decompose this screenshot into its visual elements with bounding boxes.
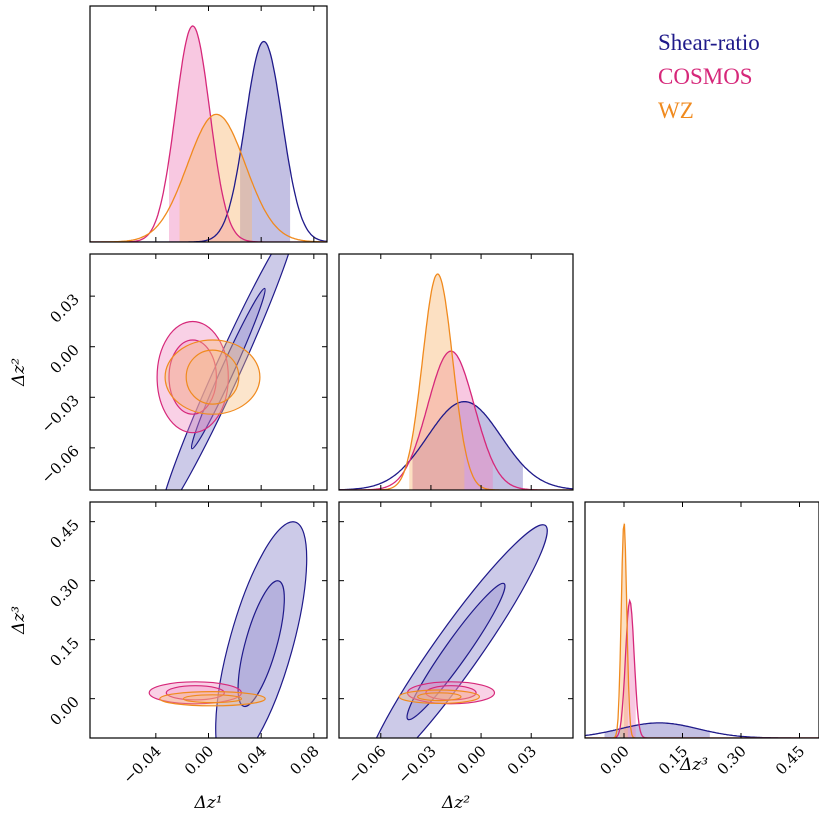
marginal-interval-cosmos — [169, 26, 241, 242]
contour-95-wz — [398, 689, 480, 704]
contour-group-wz — [159, 691, 266, 707]
contour-group-shear-ratio — [364, 524, 548, 738]
x-tick-label-z3: 0.30 — [713, 742, 749, 778]
x-tick-label-z1: 0.08 — [286, 742, 322, 778]
legend-entry-wz: WZ — [658, 98, 694, 123]
contour-95-wz — [159, 691, 266, 707]
contour-68-cosmos — [168, 339, 218, 415]
y-axis-label-z3: Δz³ — [9, 606, 29, 635]
x-tick-label-z3: 0.00 — [596, 742, 632, 778]
x-tick-label-z1: 0.00 — [181, 742, 217, 778]
marginal-interval-wz — [409, 274, 465, 490]
panel-frame — [338, 253, 574, 491]
y-axis-label-z2: Δz² — [9, 358, 29, 387]
y-tick-label-z3: 0.15 — [46, 634, 82, 670]
x-tick-label-z2: −0.03 — [395, 742, 440, 787]
y-tick-label-z3: 0.45 — [46, 516, 82, 552]
x-tick-label-z3: 0.45 — [772, 742, 808, 778]
x-tick-label-z2: 0.03 — [504, 742, 540, 778]
panel-frame — [338, 501, 574, 739]
contour-68-shear-ratio — [237, 580, 285, 708]
marginal-curve-shear-ratio — [339, 400, 573, 490]
y-tick-label-z2: 0.03 — [46, 290, 82, 326]
contour-group-wz — [164, 339, 261, 415]
marginal-interval-wz — [179, 114, 252, 242]
y-tick-label-z2: −0.03 — [38, 391, 83, 436]
marginal-panel-z2 — [339, 273, 573, 490]
legend-entry-cosmos: COSMOS — [658, 64, 753, 89]
contour-group-cosmos — [406, 681, 496, 705]
x-axis-label-z2: Δz² — [441, 793, 470, 813]
y-tick-label-z2: −0.06 — [38, 442, 83, 487]
contour-95-wz — [164, 339, 261, 415]
contour-68-wz — [416, 692, 462, 702]
marginal-panel-z3 — [585, 522, 819, 738]
marginal-curve-wz — [585, 523, 819, 738]
contour-group-cosmos — [156, 320, 229, 434]
contour-95-cosmos — [156, 320, 229, 434]
contour-95-shear-ratio — [364, 524, 548, 738]
contour-group-wz — [398, 689, 480, 704]
marginal-curve-cosmos — [585, 598, 819, 738]
marginal-panel-z1 — [90, 25, 327, 242]
contour-68-wz — [185, 349, 240, 405]
marginal-interval-cosmos — [412, 351, 493, 490]
legend-entry-shear-ratio: Shear-ratio — [658, 30, 760, 55]
marginal-curve-wz — [90, 113, 327, 242]
x-tick-label-z1: 0.04 — [234, 742, 270, 778]
panel-frame — [584, 501, 819, 739]
x-axis-label-z3: Δz³ — [679, 755, 708, 775]
contour-68-shear-ratio — [406, 582, 506, 721]
y-tick-label-z3: 0.00 — [46, 693, 82, 729]
x-tick-label-z2: 0.00 — [454, 742, 490, 778]
x-axis-label-z1: Δz¹ — [193, 793, 222, 813]
contour-68-cosmos — [165, 685, 225, 701]
x-tick-label-z1: −0.04 — [119, 742, 164, 787]
x-tick-label-z2: −0.06 — [344, 742, 389, 787]
y-tick-label-z3: 0.30 — [46, 575, 82, 611]
y-tick-label-z2: 0.00 — [46, 341, 82, 377]
contour-68-wz — [182, 694, 243, 704]
